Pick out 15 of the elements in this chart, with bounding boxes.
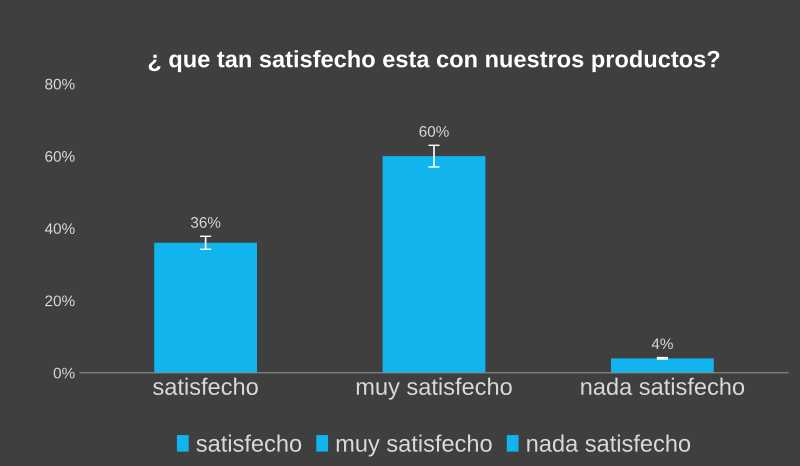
legend-label: nada satisfecho: [527, 434, 690, 452]
legend-label: muy satisfecho: [336, 434, 492, 457]
data-label: 60%: [419, 126, 449, 137]
data-label: 4%: [652, 338, 673, 350]
y-tick-label: 80%: [45, 78, 75, 90]
legend-label: satisfecho: [196, 434, 302, 452]
data-label: 36%: [190, 217, 220, 228]
chart-title: ¿ que tan satisfecho esta con nuestros productos?: [148, 50, 720, 72]
y-tick-label: 20%: [45, 295, 75, 306]
x-tick-label: satisfecho: [153, 378, 258, 396]
x-tick-label: muy satisfecho: [356, 378, 512, 400]
y-tick-label: 0%: [54, 368, 75, 378]
y-tick-label: 60%: [45, 150, 75, 162]
y-tick-label: 40%: [44, 223, 75, 234]
x-tick-label: nada satisfecho: [581, 378, 744, 396]
